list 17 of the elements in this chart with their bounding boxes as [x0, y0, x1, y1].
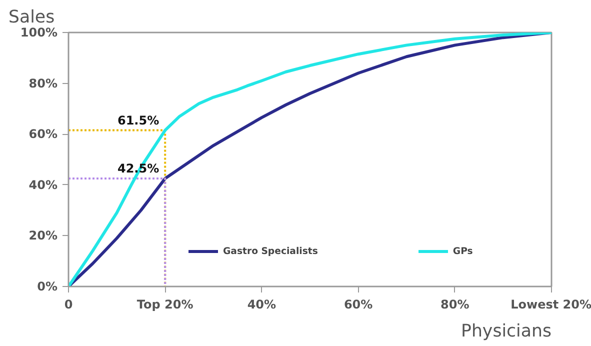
x-tick-label: 0	[64, 298, 73, 312]
y-tick-label: 80%	[28, 76, 58, 90]
annotation: 61.5%	[117, 113, 160, 128]
y-tick-label: 40%	[28, 178, 58, 192]
x-tick-label: 60%	[344, 298, 373, 312]
x-axis-title: Physicians	[461, 322, 552, 342]
y-tick-label: 100%	[20, 26, 58, 40]
x-tick-label: Top 20%	[136, 298, 194, 312]
legend-label: Gastro Specialists	[223, 246, 318, 256]
y-axis-title: Sales	[8, 8, 55, 28]
y-tick-label: 60%	[28, 127, 58, 142]
y-tick-label: 20%	[28, 228, 58, 243]
x-tick-label: 40%	[247, 298, 276, 312]
y-tick-label: 0%	[37, 280, 58, 294]
x-tick-label: Lowest 20%	[510, 298, 591, 312]
legend-label: GPs	[452, 246, 473, 256]
x-tick-label: 80%	[440, 298, 470, 312]
